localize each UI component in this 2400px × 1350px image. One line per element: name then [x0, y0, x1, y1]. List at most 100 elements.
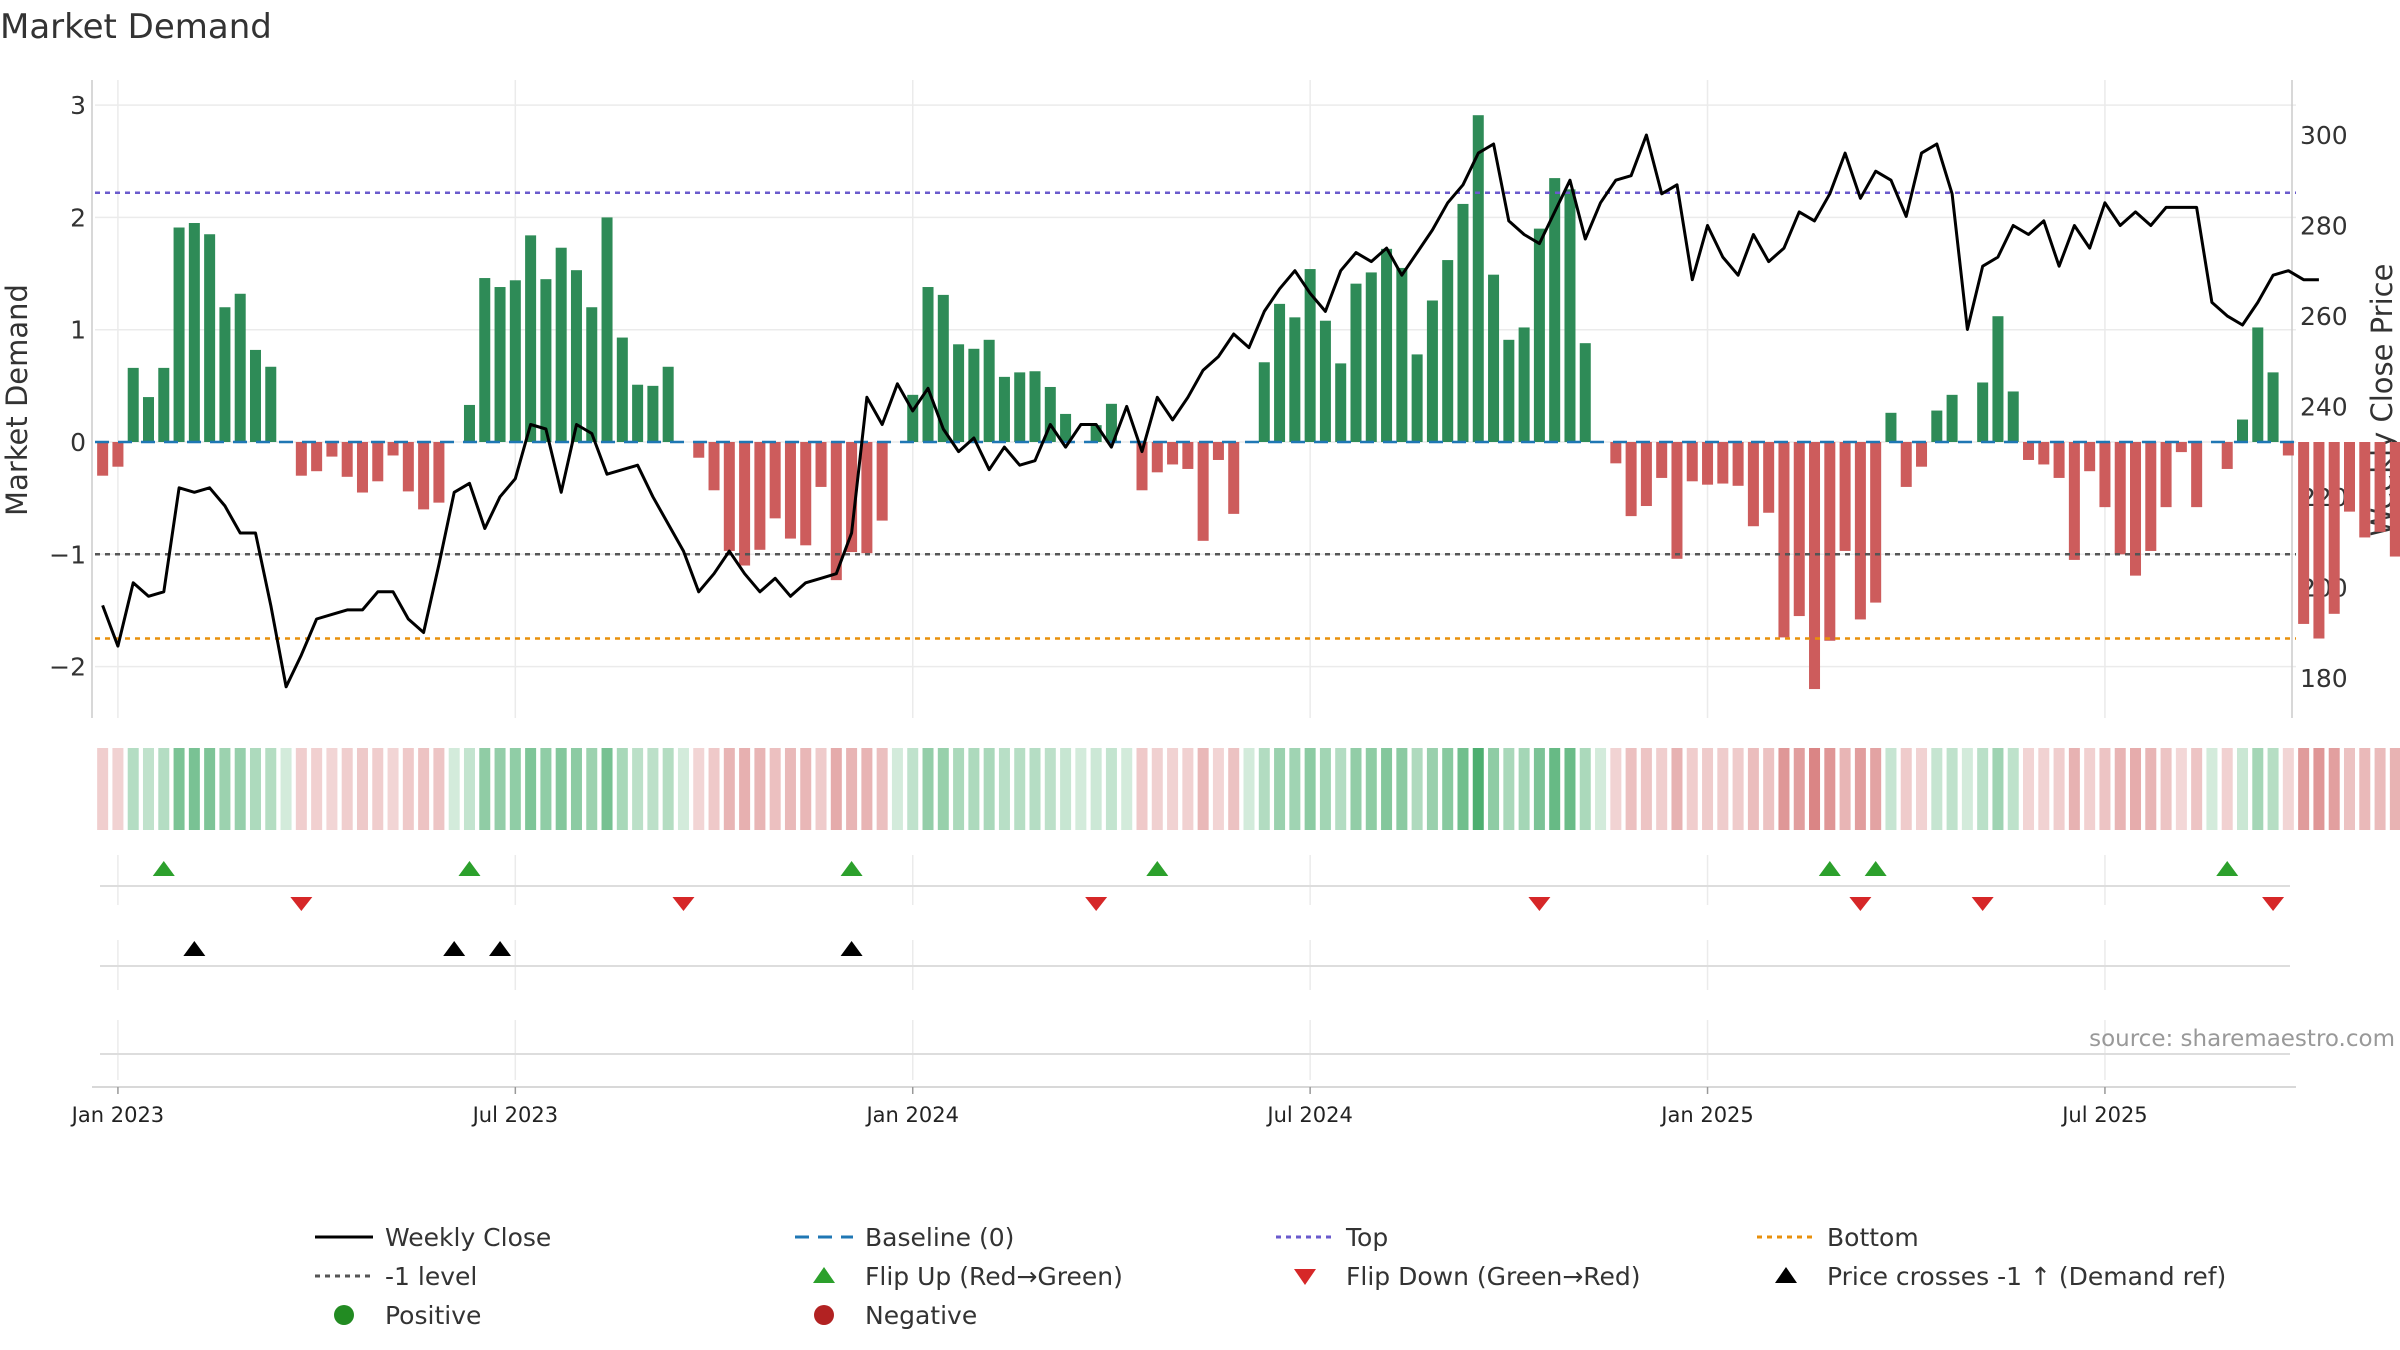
demand-heat-cell [1197, 748, 1209, 830]
negative-demand-bar [1916, 442, 1928, 467]
positive-demand-bar [1274, 303, 1286, 442]
legend-flip-up-swatch [813, 1267, 835, 1283]
demand-heat-cell [112, 748, 124, 830]
demand-heat-cell [97, 748, 109, 830]
demand-heat-cell [1442, 748, 1454, 830]
demand-heat-cell [1212, 748, 1224, 830]
positive-demand-bar [2007, 391, 2019, 442]
positive-demand-bar [173, 227, 185, 442]
demand-heat-cell [1793, 748, 1805, 830]
y-tick-label: −1 [49, 540, 86, 569]
positive-demand-bar [1503, 339, 1515, 442]
positive-demand-bar [983, 339, 995, 442]
positive-demand-bar [2252, 327, 2264, 442]
positive-demand-bar [662, 366, 674, 442]
negative-demand-bar [2160, 442, 2172, 508]
positive-demand-bar [1518, 327, 1530, 442]
x-tick-label: Jul 2023 [471, 1103, 558, 1127]
x-tick-label: Jul 2024 [1265, 1103, 1352, 1127]
demand-heat-cell [341, 748, 353, 830]
demand-heat-cell [1640, 748, 1652, 830]
demand-heat-cell [1381, 748, 1393, 830]
negative-demand-bar [1136, 442, 1148, 491]
demand-heat-cell [479, 748, 491, 830]
demand-heat-cell [1961, 748, 1973, 830]
demand-heat-cell [433, 748, 445, 830]
demand-heat-cell [326, 748, 338, 830]
positive-demand-bar [1289, 317, 1301, 442]
negative-demand-bar [2084, 442, 2096, 472]
demand-heat-cell [188, 748, 200, 830]
positive-demand-bar [265, 366, 277, 442]
demand-heat-cell [708, 748, 720, 830]
demand-heat-cell [662, 748, 674, 830]
demand-heat-cell [907, 748, 919, 830]
positive-demand-bar [2267, 372, 2279, 442]
demand-heat-cell [2313, 748, 2325, 830]
demand-heat-cell [754, 748, 766, 830]
demand-heat-cell [677, 748, 689, 830]
y2-tick-label: 180 [2300, 664, 2348, 693]
positive-demand-bar [1258, 362, 1270, 442]
negative-demand-bar [2343, 442, 2355, 512]
positive-demand-bar [998, 376, 1010, 442]
legend-label-bottom: Bottom [1827, 1223, 1919, 1252]
demand-heat-cell [1595, 748, 1607, 830]
demand-heat-cell [1488, 748, 1500, 830]
negative-demand-bar [1182, 442, 1194, 469]
demand-heat-cell [1136, 748, 1148, 830]
positive-demand-bar [1533, 228, 1545, 442]
negative-demand-bar [372, 442, 384, 482]
flip-up-marker [840, 861, 863, 876]
negative-demand-bar [2099, 442, 2111, 508]
demand-heat-cell [2114, 748, 2126, 830]
positive-demand-bar [1579, 343, 1591, 442]
demand-heat-cell [2099, 748, 2111, 830]
negative-demand-bar [2068, 442, 2080, 560]
demand-heat-cell [1518, 748, 1530, 830]
negative-demand-bar [1702, 442, 1714, 485]
negative-demand-bar [1747, 442, 1759, 527]
demand-heat-cell [2328, 748, 2340, 830]
demand-heat-cell [2084, 748, 2096, 830]
negative-demand-bar [2175, 442, 2187, 453]
flip-down-marker [1528, 897, 1551, 911]
price-cross-lane [100, 941, 2290, 967]
positive-demand-bar [1946, 394, 1958, 442]
negative-demand-bar [2359, 442, 2371, 538]
demand-heat-cell [142, 748, 154, 830]
legend-positive-swatch [334, 1305, 354, 1325]
demand-heat-cell [739, 748, 751, 830]
positive-demand-bar [1335, 363, 1347, 442]
x-tick-label: Jan 2025 [1659, 1103, 1754, 1127]
positive-demand-bar [1411, 354, 1423, 442]
negative-demand-bar [723, 442, 735, 551]
demand-heat-cell [616, 748, 628, 830]
positive-demand-bar [142, 397, 154, 442]
demand-heat-cell [2068, 748, 2080, 830]
demand-heat-cell [1228, 748, 1240, 830]
legend-label-flip_down: Flip Down (Green→Red) [1346, 1262, 1641, 1291]
positive-demand-bar [601, 217, 613, 442]
positive-demand-bar [1442, 260, 1454, 442]
positive-demand-bar [1472, 115, 1484, 442]
demand-heat-cell [1014, 748, 1026, 830]
flip-up-marker [458, 861, 481, 876]
x-tick-label: Jul 2025 [2060, 1103, 2147, 1127]
demand-heat-cell [1060, 748, 1072, 830]
positive-demand-bar [1488, 274, 1500, 442]
negative-demand-bar [112, 442, 124, 467]
positive-demand-bar [525, 235, 537, 442]
positive-demand-bar [1090, 425, 1102, 442]
demand-heat-cell [815, 748, 827, 830]
positive-demand-bar [907, 394, 919, 442]
y2-tick-label: 240 [2300, 392, 2348, 421]
flip-up-marker [2216, 861, 2239, 876]
weekly-close-line [101, 133, 2319, 689]
positive-demand-bar [494, 287, 506, 442]
price-cross-marker [489, 941, 512, 956]
negative-demand-bar [2130, 442, 2142, 576]
flip-up-marker [1146, 861, 1169, 876]
positive-demand-bar [1365, 272, 1377, 442]
